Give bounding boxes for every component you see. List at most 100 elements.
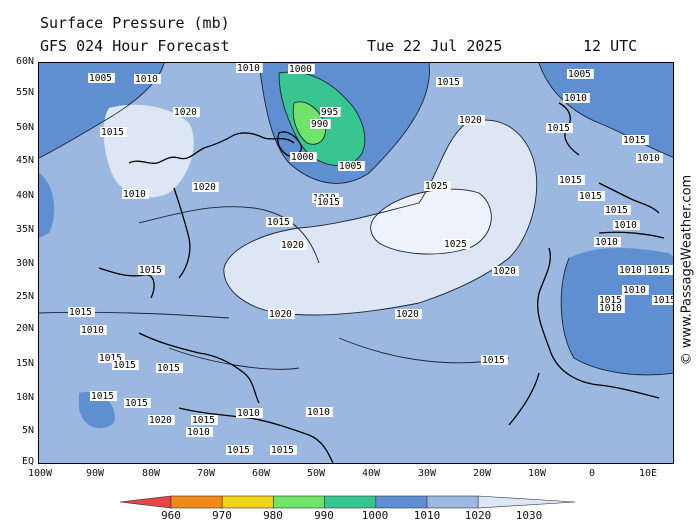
legend-segment [273,495,325,509]
isobar-label-bg [567,69,594,79]
isobar-label: 1015 [547,123,570,134]
lat-label-15n: 15N [15,358,34,369]
isobar-label: 1015 [647,265,670,276]
lon-label-50w: 50W [306,468,326,479]
forecast-time: 12 UTC [583,37,638,55]
legend-label-1020: 1020 [464,509,492,522]
isobar-label-bg [156,363,183,373]
isobar-line [258,63,430,184]
isobar-label: 1015 [267,217,290,228]
lon-label-10w: 10W [527,468,547,479]
pressure-zone-low-caribbean [79,392,115,429]
lon-label-70w: 70W [196,468,216,479]
legend-arrow-high [477,495,576,509]
isobar-label: 1015 [579,191,602,202]
isobar-label-bg [191,415,218,425]
isobar-label-bg [122,189,149,199]
lat-label-50n: 50N [15,122,34,133]
legend-label-990: 990 [314,509,334,522]
legend-label-970: 970 [212,509,232,522]
pressure-map[interactable]: 1005 1010 1010 1000 1015 1020 1015 995 990 1000 10… [38,62,674,464]
lon-label-60w: 60W [251,468,271,479]
isobar-label: 1015 [317,197,340,208]
legend-label-1030: 1030 [515,509,543,522]
coast-africa [508,247,660,426]
isobar-label-bg [100,127,127,137]
lat-label-10n: 10N [15,392,34,403]
pressure-legend-bar [120,495,576,509]
coast-south-america [178,407,334,463]
isobar-label: 1020 [493,266,516,277]
isobar-label: 1000 [289,64,312,75]
isobar-label-bg [138,265,165,275]
isobar-label: 1015 [653,295,674,306]
isobar-label: 1000 [291,152,314,163]
isobar-line [223,119,538,316]
isobar-label-bg [268,309,295,319]
isobar-label: 1015 [599,295,622,306]
isobar-label-bg [290,152,317,162]
isobar-label-bg [270,445,297,455]
isobar-label-bg [280,240,307,250]
lon-label-30w: 30W [417,468,437,479]
legend-segment [375,495,428,509]
legend-label-1000: 1000 [361,509,389,522]
credit-watermark: © www.PassageWeather.com [678,140,696,400]
isobar-line [39,311,230,319]
lat-label-25n: 25N [15,291,34,302]
isobar-label-bg [395,309,422,319]
pressure-zone-low-northwest [39,63,164,158]
isobar-label-bg [316,197,343,207]
credit-text: © www.PassageWeather.com [679,174,695,366]
isobar-label: 1015 [99,353,122,364]
isobar-label: 1020 [396,309,419,320]
isobar-label: 1010 [623,285,646,296]
isobar-label: 1010 [637,153,660,164]
lat-label-eq: EQ [21,456,34,467]
isobar-label-bg [112,360,139,370]
isobar-label-bg [236,408,263,418]
isobar-label: 1015 [605,205,628,216]
isobar-label-bg [338,161,365,171]
isobar-label: 1010 [187,427,210,438]
isobar-label: 1025 [425,181,448,192]
coast-north-america [98,132,295,404]
isobar-label: 1020 [149,415,172,426]
isobar-line [560,257,673,376]
isobar-label: 1010 [135,74,158,85]
forecast-label: GFS 024 Hour Forecast [40,37,230,55]
isobar-label-bg [173,107,200,117]
isobar-label-bg [618,265,645,275]
isobar-label-bg [598,303,625,313]
isobar-label: 1015 [192,415,215,426]
isobar-label: 1010 [123,189,146,200]
lat-label-5n: 5N [21,425,34,436]
isobar-label-bg [636,153,663,163]
legend-label-980: 980 [263,509,283,522]
isobar-lines [39,63,673,376]
isobar-line [538,63,673,158]
isobar-label-bg [236,63,263,73]
isobar-label-bg [134,74,161,84]
isobar-label: 1010 [81,325,104,336]
isobar-label-bg [598,295,625,305]
isobar-label: 1015 [157,363,180,374]
lon-label-0: 0 [588,468,596,479]
isobar-label: 1010 [599,303,622,314]
isobar-label-bg [443,239,470,249]
isobar-label: 1005 [339,161,362,172]
isobar-label: 1015 [101,127,124,138]
isobar-label-bg [226,445,253,455]
isobar-label: 1020 [193,182,216,193]
lat-label-30n: 30N [15,258,34,269]
isobar-label: 1025 [444,239,467,250]
isobar-label-bg [436,77,463,87]
isobar-label: 1005 [89,73,112,84]
isobar-label: 1015 [437,77,460,88]
isobar-label-bg [622,135,649,145]
lon-label-90w: 90W [85,468,105,479]
legend-label-960: 960 [161,509,181,522]
legend-segment [170,495,223,509]
lon-label-80w: 80W [141,468,161,479]
